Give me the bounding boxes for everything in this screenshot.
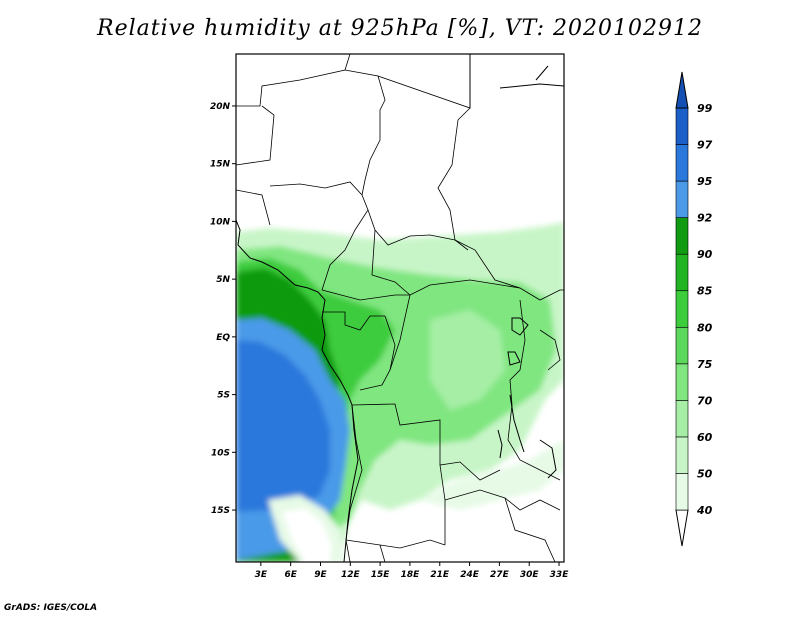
colorbar-swatch bbox=[675, 144, 689, 182]
lat-tick-label: 10N bbox=[210, 217, 231, 227]
lat-tick-label: EQ bbox=[216, 333, 230, 343]
colorbar-swatch bbox=[675, 473, 689, 511]
dry-patch-core bbox=[282, 508, 332, 562]
lat-tick-label: 20N bbox=[210, 102, 231, 112]
colorbar-label: 70 bbox=[697, 394, 713, 407]
lon-tick-label: 30E bbox=[520, 570, 540, 580]
colorbar-swatch bbox=[675, 217, 689, 255]
lat-axis: 20N 15N 10N 5N EQ 5S 10S 15S bbox=[210, 102, 236, 516]
colorbar-label: 95 bbox=[697, 175, 713, 188]
colorbar-label: 99 bbox=[697, 102, 713, 115]
lon-tick-label: 33E bbox=[550, 570, 570, 580]
colorbar-label: 50 bbox=[697, 467, 713, 480]
lon-tick-label: 21E bbox=[430, 570, 450, 580]
colorbar-swatch bbox=[675, 180, 689, 218]
colorbar-swatch bbox=[675, 290, 689, 328]
colorbar-label: 60 bbox=[697, 431, 713, 444]
rh-70-patch bbox=[430, 310, 505, 410]
colorbar-swatch bbox=[675, 363, 689, 401]
lon-axis: 3E 6E 9E 12E 15E 18E 21E 24E 27E 30E 33E bbox=[255, 562, 570, 580]
colorbar: 40 50 60 70 75 80 85 90 92 95 97 99 bbox=[675, 71, 713, 547]
lat-tick-label: 5S bbox=[217, 391, 230, 401]
chart-title: Relative humidity at 925hPa [%], VT: 202… bbox=[97, 16, 703, 41]
coastlines bbox=[236, 54, 564, 562]
lon-tick-label: 12E bbox=[341, 570, 361, 580]
colorbar-label: 92 bbox=[697, 212, 713, 225]
lon-tick-label: 6E bbox=[284, 570, 297, 580]
colorbar-label: 97 bbox=[697, 139, 713, 152]
lat-tick-label: 15S bbox=[211, 506, 230, 516]
colorbar-label: 80 bbox=[697, 321, 713, 334]
colorbar-label: 75 bbox=[697, 358, 713, 371]
colorbar-label: 90 bbox=[697, 248, 713, 261]
colorbar-swatch bbox=[675, 326, 689, 365]
colorbar-label: 40 bbox=[696, 504, 713, 517]
lat-tick-label: 15N bbox=[210, 160, 231, 170]
colorbar-swatch bbox=[675, 253, 689, 292]
humidity-field bbox=[236, 54, 564, 562]
lat-tick-label: 5N bbox=[216, 275, 230, 285]
lat-tick-label: 10S bbox=[211, 448, 230, 458]
map-frame bbox=[235, 53, 565, 563]
rh-50-region bbox=[420, 440, 564, 510]
colorbar-low-arrow bbox=[675, 509, 689, 547]
lon-tick-label: 15E bbox=[371, 570, 391, 580]
lon-tick-label: 9E bbox=[314, 570, 327, 580]
lon-tick-label: 24E bbox=[460, 570, 480, 580]
grads-credit: GrADS: IGES/COLA bbox=[4, 603, 98, 613]
rh-97-region bbox=[236, 340, 330, 512]
lon-tick-label: 27E bbox=[490, 570, 510, 580]
lon-tick-label: 18E bbox=[401, 570, 421, 580]
colorbar-swatch bbox=[675, 400, 689, 438]
colorbar-swatch bbox=[675, 107, 689, 145]
colorbar-label: 85 bbox=[697, 285, 713, 298]
lon-tick-label: 3E bbox=[255, 570, 268, 580]
colorbar-swatch bbox=[675, 436, 689, 474]
colorbar-high-arrow bbox=[675, 71, 689, 109]
country-borders bbox=[236, 54, 564, 562]
